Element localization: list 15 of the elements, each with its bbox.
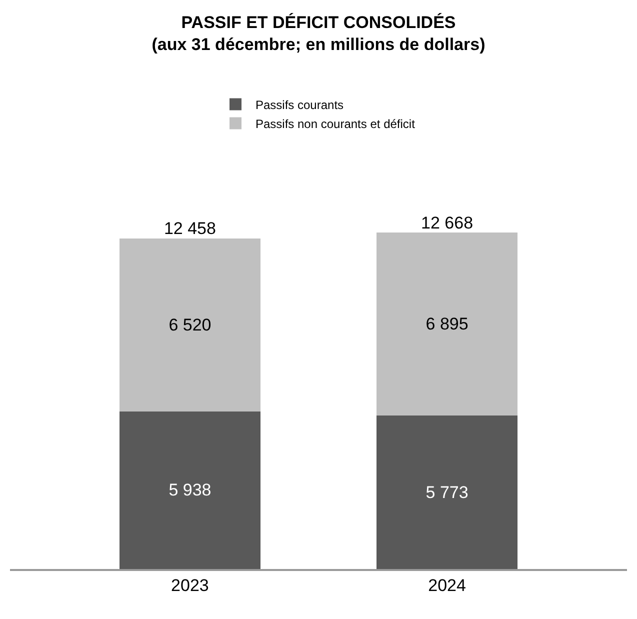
data-label: 6 895 <box>426 314 468 334</box>
chart-title: PASSIF ET DÉFICIT CONSOLIDÉS (aux 31 décembre; en millions de dollars) <box>152 12 486 54</box>
x-tick-label: 2023 <box>171 576 209 596</box>
data-label: 5 938 <box>168 480 212 500</box>
x-tick-label: 2024 <box>428 576 466 596</box>
bar <box>119 238 261 412</box>
legend-label: Passifs courants <box>256 98 344 112</box>
legend-label: Passifs non courants et déficit <box>256 116 416 131</box>
total-label: 12 668 <box>421 213 474 232</box>
data-label: 5 773 <box>426 482 468 502</box>
bar <box>376 232 518 416</box>
bar <box>376 416 518 569</box>
total-label: 12 458 <box>164 219 216 238</box>
bar <box>119 411 261 569</box>
data-label: 6 520 <box>168 315 212 334</box>
